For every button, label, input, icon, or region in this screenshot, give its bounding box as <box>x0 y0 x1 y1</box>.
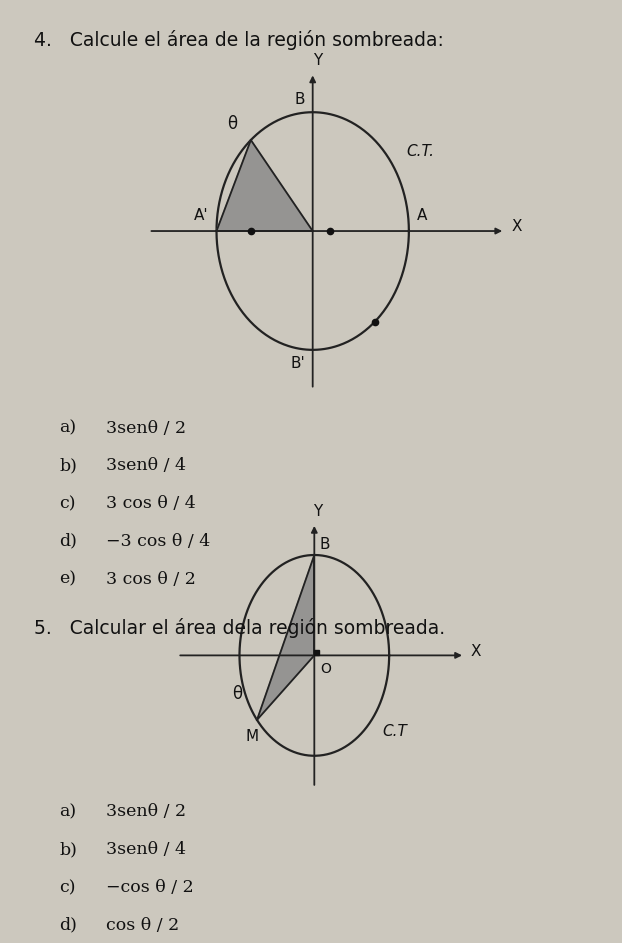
Text: 3senθ / 4: 3senθ / 4 <box>106 841 186 858</box>
Text: c): c) <box>59 495 76 512</box>
Text: 5.   Calcular el área dela región sombreada.: 5. Calcular el área dela región sombread… <box>34 618 445 637</box>
Text: B: B <box>320 538 330 553</box>
Text: d): d) <box>59 533 77 550</box>
Text: 3senθ / 2: 3senθ / 2 <box>106 803 186 820</box>
Text: 3senθ / 4: 3senθ / 4 <box>106 457 186 474</box>
Text: M: M <box>246 729 259 744</box>
Text: 3 cos θ / 4: 3 cos θ / 4 <box>106 495 195 512</box>
Text: B': B' <box>290 356 305 371</box>
Text: a): a) <box>59 803 77 820</box>
Text: d): d) <box>59 917 77 934</box>
Text: Y: Y <box>313 505 323 520</box>
Polygon shape <box>314 651 319 655</box>
Text: θ: θ <box>227 115 237 133</box>
Text: a): a) <box>59 420 77 437</box>
Text: B: B <box>294 91 305 107</box>
Text: b): b) <box>59 457 77 474</box>
Text: Y: Y <box>313 53 322 68</box>
Text: A': A' <box>194 208 208 223</box>
Text: θ: θ <box>232 686 242 703</box>
Text: C.T.: C.T. <box>406 144 434 159</box>
Text: −cos θ / 2: −cos θ / 2 <box>106 879 193 896</box>
Text: e): e) <box>59 571 76 587</box>
Text: A: A <box>417 208 427 223</box>
Text: O: O <box>321 662 332 676</box>
Polygon shape <box>216 140 313 231</box>
Text: X: X <box>512 219 522 234</box>
Text: X: X <box>470 644 481 659</box>
Polygon shape <box>257 555 314 720</box>
Text: 3 cos θ / 2: 3 cos θ / 2 <box>106 571 195 587</box>
Text: C.T: C.T <box>383 724 407 739</box>
Text: −3 cos θ / 4: −3 cos θ / 4 <box>106 533 210 550</box>
Text: c): c) <box>59 879 76 896</box>
Text: cos θ / 2: cos θ / 2 <box>106 917 179 934</box>
Text: 4.   Calcule el área de la región sombreada:: 4. Calcule el área de la región sombread… <box>34 30 444 50</box>
Text: b): b) <box>59 841 77 858</box>
Text: 3senθ / 2: 3senθ / 2 <box>106 420 186 437</box>
